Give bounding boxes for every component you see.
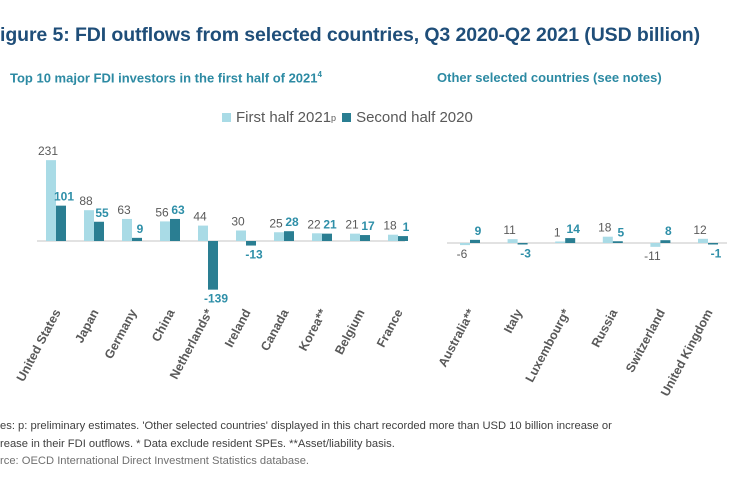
x-tick-label: France <box>374 307 406 350</box>
data-label: 21 <box>345 218 359 232</box>
bar-first-half-2021 <box>350 233 360 241</box>
data-label: 63 <box>171 203 185 217</box>
bar-first-half-2021 <box>388 234 398 241</box>
bar-second-half-2020 <box>708 243 718 245</box>
x-tick-label: Korea** <box>296 307 330 354</box>
x-tick-label: Germany <box>102 307 140 361</box>
bar-second-half-2020 <box>612 241 623 243</box>
bar-second-half-2020 <box>94 221 104 241</box>
data-label: 44 <box>193 210 207 224</box>
bar-first-half-2021 <box>198 225 208 241</box>
data-label: 1 <box>554 226 561 240</box>
data-label: 12 <box>693 223 707 237</box>
data-label: 231 <box>38 144 58 158</box>
legend-sup: p <box>331 112 337 123</box>
subtitle-right: Other selected countries (see notes) <box>437 70 662 85</box>
legend-label-first: First half 2021 <box>236 109 332 126</box>
data-label: 55 <box>95 206 109 220</box>
bar-first-half-2021 <box>122 218 132 241</box>
bar-first-half-2021 <box>84 210 94 241</box>
data-label: 9 <box>475 224 482 238</box>
data-label: 22 <box>307 217 321 231</box>
x-tick-label: Ireland <box>222 307 254 350</box>
bar-first-half-2021 <box>698 238 708 243</box>
data-label: 1 <box>403 220 410 234</box>
x-tick-label: Japan <box>72 307 101 345</box>
bar-first-half-2021 <box>46 160 56 241</box>
bar-second-half-2020 <box>56 205 66 241</box>
x-tick-label: Canada <box>258 306 292 353</box>
bar-second-half-2020 <box>360 235 370 241</box>
bar-second-half-2020 <box>398 236 408 241</box>
x-tick-label: United States <box>14 307 64 384</box>
data-label: 18 <box>598 221 612 235</box>
x-tick-label: Belgium <box>332 307 368 357</box>
x-tick-label: Switzerland <box>623 307 668 375</box>
subtitle-left-text: Top 10 major FDI investors in the first … <box>10 70 318 86</box>
bar-first-half-2021 <box>602 236 613 243</box>
bar-second-half-2020 <box>322 233 332 241</box>
x-tick-label: Russia <box>589 306 621 350</box>
data-label: 8 <box>665 224 672 238</box>
x-tick-label: Australia** <box>436 307 478 370</box>
legend: First half 2021 p Second half 2020 <box>222 109 473 126</box>
legend-swatch-first <box>222 113 231 122</box>
source-line: rce: OECD International Direct Investmen… <box>0 455 310 467</box>
data-label: 25 <box>269 216 283 230</box>
data-label: 18 <box>383 219 397 233</box>
data-label: 88 <box>79 194 93 208</box>
data-label: 101 <box>54 190 74 204</box>
data-label: 9 <box>137 222 144 236</box>
data-label: -6 <box>457 247 468 261</box>
data-label: 28 <box>285 215 299 229</box>
data-label: 21 <box>323 218 337 232</box>
bar-first-half-2021 <box>555 241 566 243</box>
data-label: -11 <box>644 249 661 263</box>
bar-first-half-2021 <box>312 233 322 241</box>
data-label: -1 <box>711 247 722 261</box>
x-tick-label: United Kingdom <box>658 307 716 399</box>
notes-line-1: es: p: preliminary estimates. 'Other sel… <box>0 420 612 432</box>
data-label: -13 <box>245 248 263 262</box>
data-label: -139 <box>204 292 228 306</box>
notes-line-2: rease in their FDI outflows. * Data excl… <box>0 438 395 450</box>
subtitle-left: Top 10 major FDI investors in the first … <box>10 70 322 85</box>
bar-first-half-2021 <box>507 239 518 243</box>
bar-second-half-2020 <box>246 241 256 246</box>
data-label: 17 <box>361 219 375 233</box>
bar-first-half-2021 <box>236 230 246 241</box>
x-tick-label: China <box>149 306 178 344</box>
data-label: 11 <box>503 223 516 237</box>
data-label: -3 <box>520 247 531 261</box>
data-label: 30 <box>231 215 245 229</box>
x-tick-label: Italy <box>501 307 525 336</box>
data-label: 56 <box>155 205 169 219</box>
bar-second-half-2020 <box>132 237 142 241</box>
subtitle-left-sup: 4 <box>317 70 322 79</box>
bar-second-half-2020 <box>565 238 576 243</box>
bar-second-half-2020 <box>170 218 180 241</box>
bar-second-half-2020 <box>284 231 294 241</box>
x-tick-label: Luxembourg* <box>523 307 573 385</box>
bar-first-half-2021 <box>274 232 284 241</box>
bar-first-half-2021 <box>650 243 661 247</box>
bar-first-half-2021 <box>460 243 470 246</box>
legend-label-second: Second half 2020 <box>356 109 473 126</box>
bar-second-half-2020 <box>660 240 671 243</box>
legend-swatch-second <box>342 113 352 122</box>
bar-first-half-2021 <box>160 221 170 241</box>
bar-second-half-2020 <box>517 243 528 245</box>
data-label: 63 <box>117 203 131 217</box>
data-label: 5 <box>617 225 624 239</box>
bar-second-half-2020 <box>208 241 218 290</box>
data-label: 14 <box>567 222 581 236</box>
bar-second-half-2020 <box>470 239 480 243</box>
chart-title: igure 5: FDI outflows from selected coun… <box>0 24 700 46</box>
